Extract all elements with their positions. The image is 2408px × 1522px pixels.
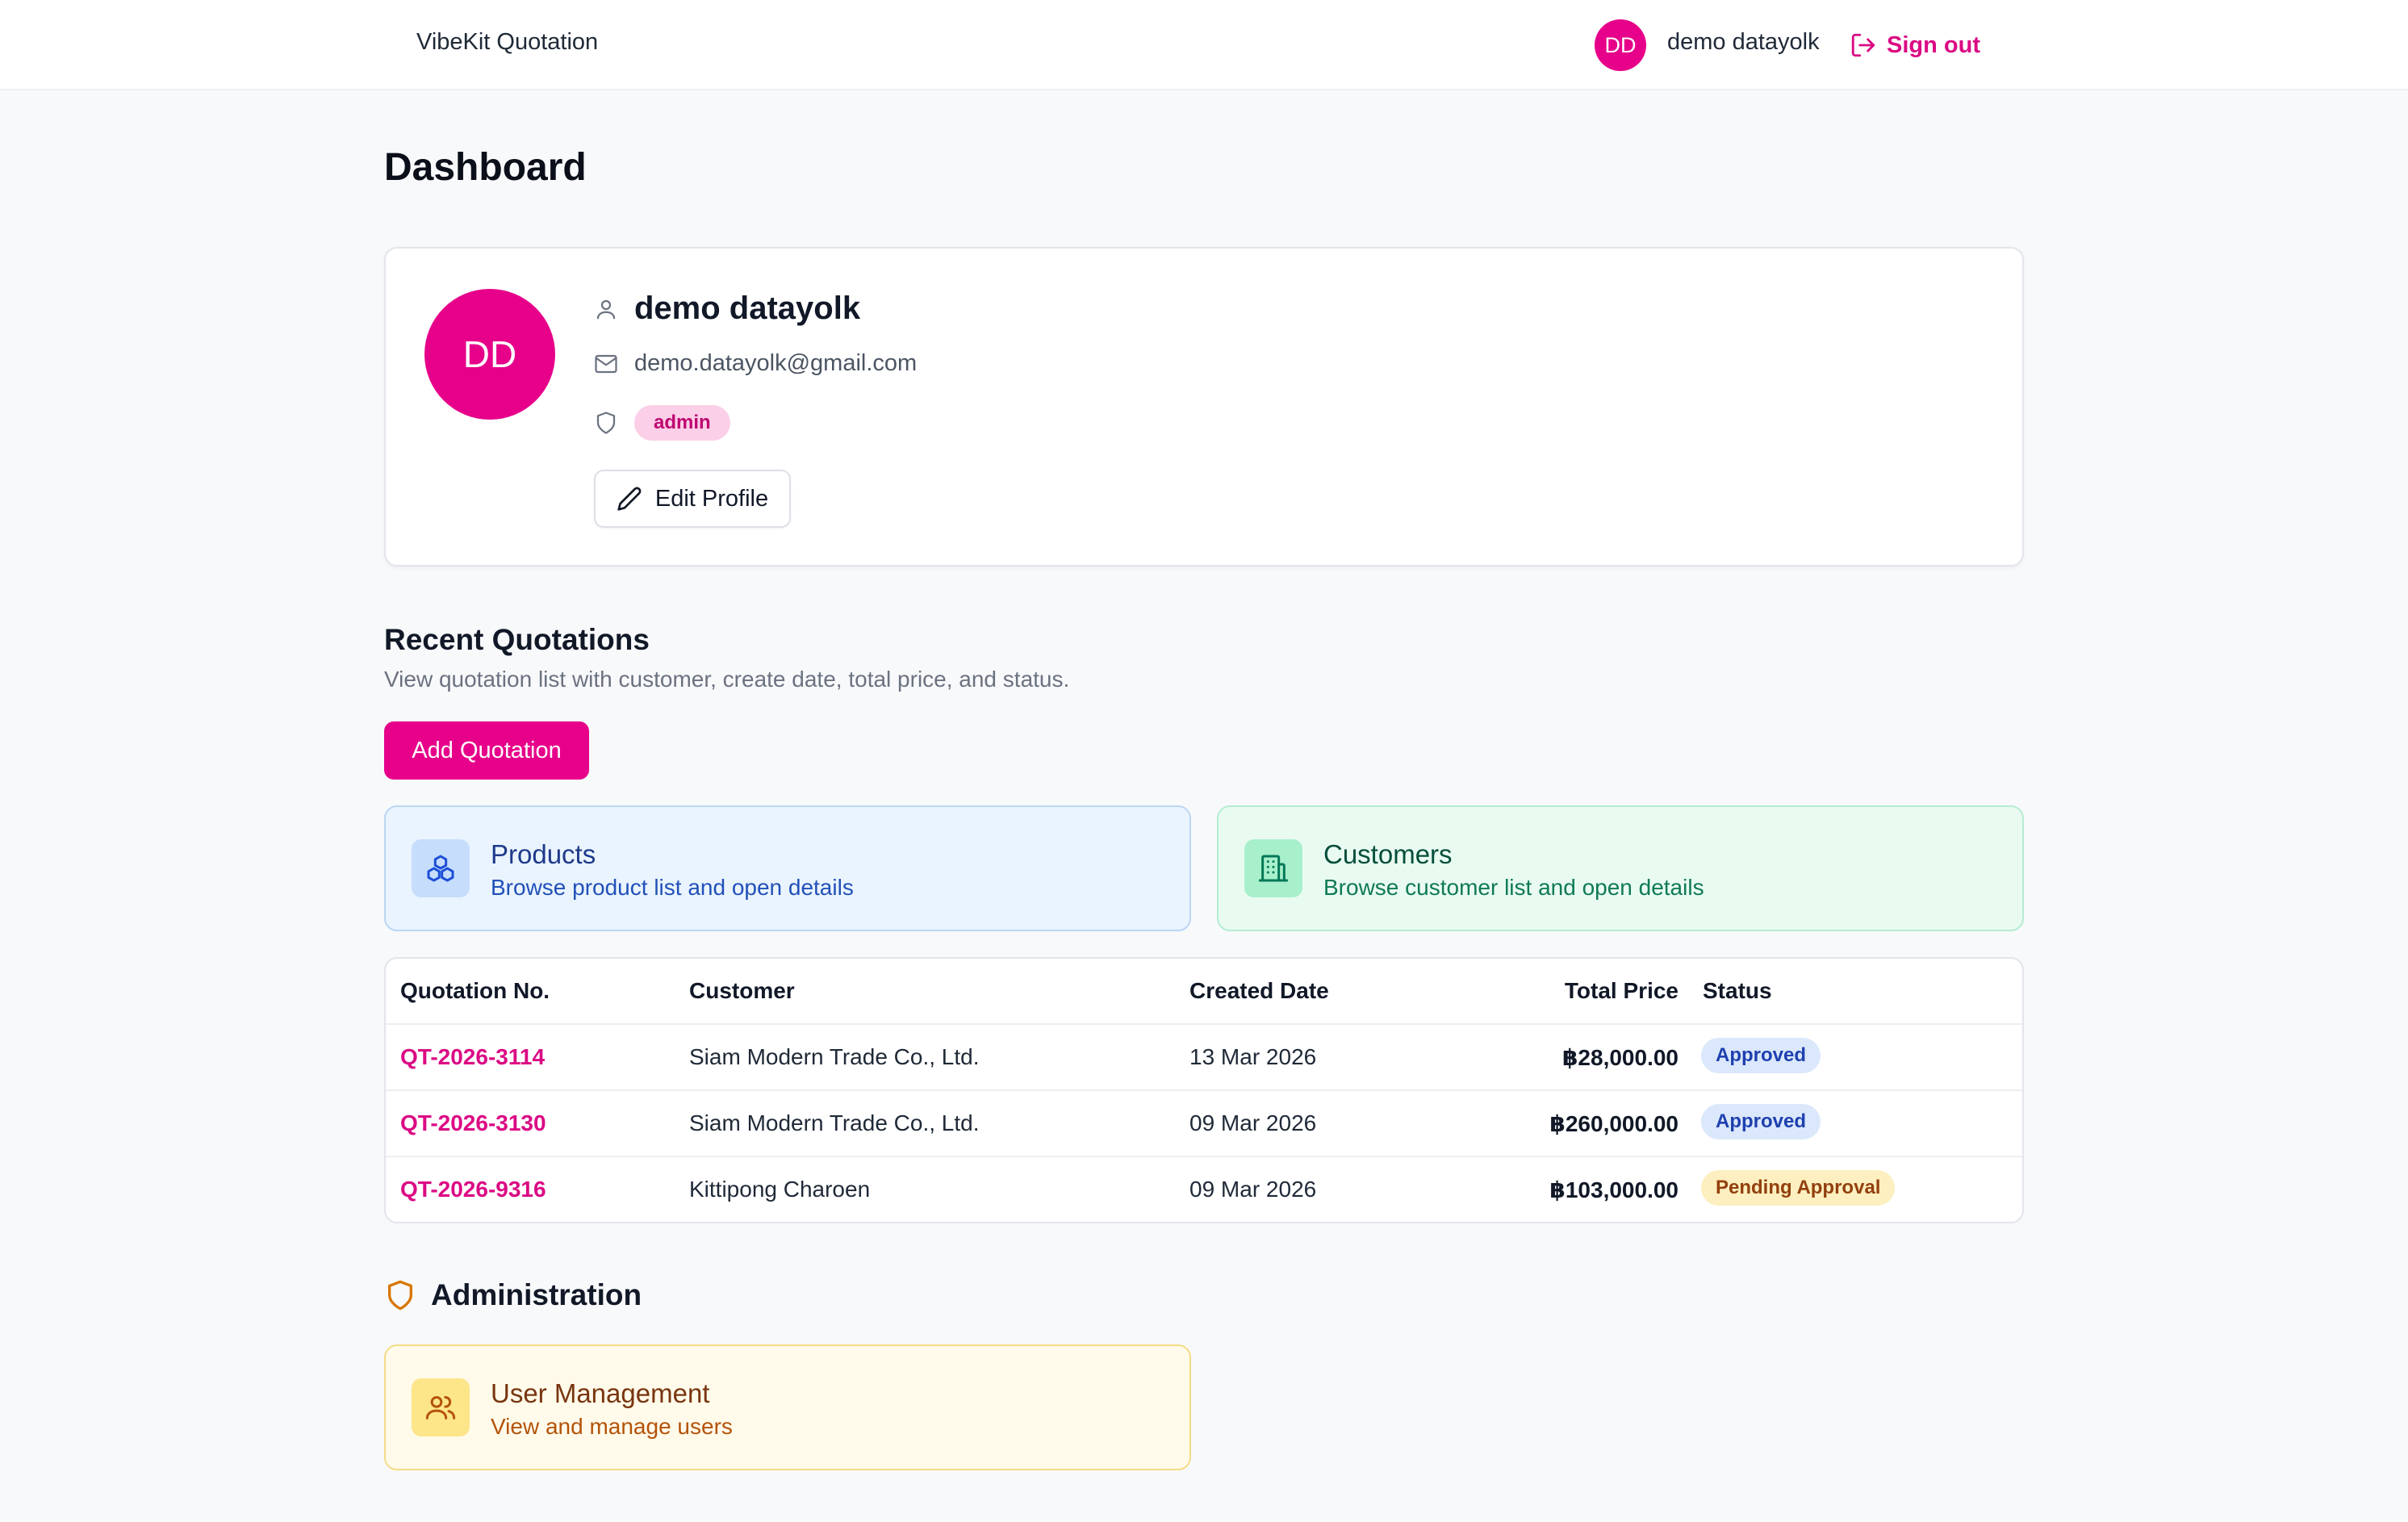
column-header-quotation-no: Quotation No. [400,978,550,1003]
shield-icon [388,1280,412,1311]
add-quotation-button[interactable]: Add Quotation [384,721,589,780]
top-navbar: VibeKit Quotation DD demo datayolk Sign … [0,0,2408,90]
sign-out-icon [1851,33,1875,57]
administration-title: Administration [431,1278,642,1311]
status-badge: Approved [1701,1104,1821,1139]
customer-cell: Siam Modern Trade Co., Ltd. [689,1044,980,1069]
shield-icon [596,412,616,434]
profile-role-row: admin [594,405,730,441]
customers-title: Customers [1323,839,1453,869]
customer-cell: Kittipong Charoen [689,1177,871,1202]
status-badge: Approved [1701,1038,1821,1073]
quotations-table: Quotation No. Customer Created Date Tota… [384,957,2024,1223]
profile-email: demo.datayolk@gmail.com [634,350,918,376]
customers-desc: Browse customer list and open details [1323,875,1704,900]
profile-email-row: demo.datayolk@gmail.com [594,350,917,377]
products-icon-box [412,839,470,897]
table-header-row: Quotation No. Customer Created Date Tota… [386,959,2022,1025]
user-name: demo datayolk [1667,29,1820,55]
user-icon [596,299,616,319]
customer-cell: Siam Modern Trade Co., Ltd. [689,1110,980,1135]
user-management-title: User Management [491,1378,710,1408]
boxes-icon [427,855,454,882]
pencil-icon [617,487,642,511]
users-icon-box [412,1378,470,1436]
total-cell: ฿260,000.00 [1549,1111,1678,1136]
mail-icon [595,354,617,373]
customers-icon-box [1244,839,1302,897]
sign-out-label: Sign out [1887,31,1980,58]
column-header-customer: Customer [689,978,795,1003]
administration-heading: Administration [384,1278,642,1312]
role-badge: admin [634,405,730,441]
products-tile[interactable]: Products Browse product list and open de… [384,805,1191,931]
products-title: Products [491,839,596,869]
products-desc: Browse product list and open details [491,875,854,900]
users-icon [425,1396,456,1420]
quotation-link[interactable]: QT-2026-3114 [400,1044,546,1069]
user-management-desc: View and manage users [491,1414,733,1439]
quotation-link[interactable]: QT-2026-3130 [400,1110,546,1135]
column-header-total-price: Total Price [1564,978,1678,1003]
edit-profile-label: Edit Profile [654,485,769,512]
avatar[interactable]: DD [1595,19,1646,71]
customers-tile[interactable]: Customers Browse customer list and open … [1217,805,2024,931]
column-header-created-date: Created Date [1189,978,1329,1003]
brand-title[interactable]: VibeKit Quotation [416,29,599,55]
table-row[interactable]: QT-2026-3130 Siam Modern Trade Co., Ltd.… [386,1091,2022,1157]
building-icon [1258,855,1289,882]
edit-profile-button[interactable]: Edit Profile [594,470,791,528]
date-cell: 13 Mar 2026 [1189,1044,1317,1069]
recent-quotations-subtitle: View quotation list with customer, creat… [384,667,1070,692]
column-header-status: Status [1703,978,1772,1003]
date-cell: 09 Mar 2026 [1189,1177,1317,1202]
profile-name-row: demo datayolk [594,291,860,327]
date-cell: 09 Mar 2026 [1189,1110,1317,1135]
profile-name: demo datayolk [634,291,861,326]
quotation-link[interactable]: QT-2026-9316 [400,1177,546,1202]
recent-quotations-title: Recent Quotations [384,623,650,656]
sign-out-button[interactable]: Sign out [1850,24,1980,66]
profile-card: DD demo datayolk demo.datayolk@gmail.com… [384,247,2024,567]
page-title: Dashboard [384,146,587,189]
total-cell: ฿103,000.00 [1549,1177,1678,1202]
total-cell: ฿28,000.00 [1561,1045,1678,1070]
profile-avatar: DD [424,289,555,420]
table-row[interactable]: QT-2026-3114 Siam Modern Trade Co., Ltd.… [386,1025,2022,1091]
user-management-tile[interactable]: User Management View and manage users [384,1344,1191,1470]
status-badge: Pending Approval [1701,1170,1896,1206]
table-row[interactable]: QT-2026-9316 Kittipong Charoen 09 Mar 20… [386,1157,2022,1222]
